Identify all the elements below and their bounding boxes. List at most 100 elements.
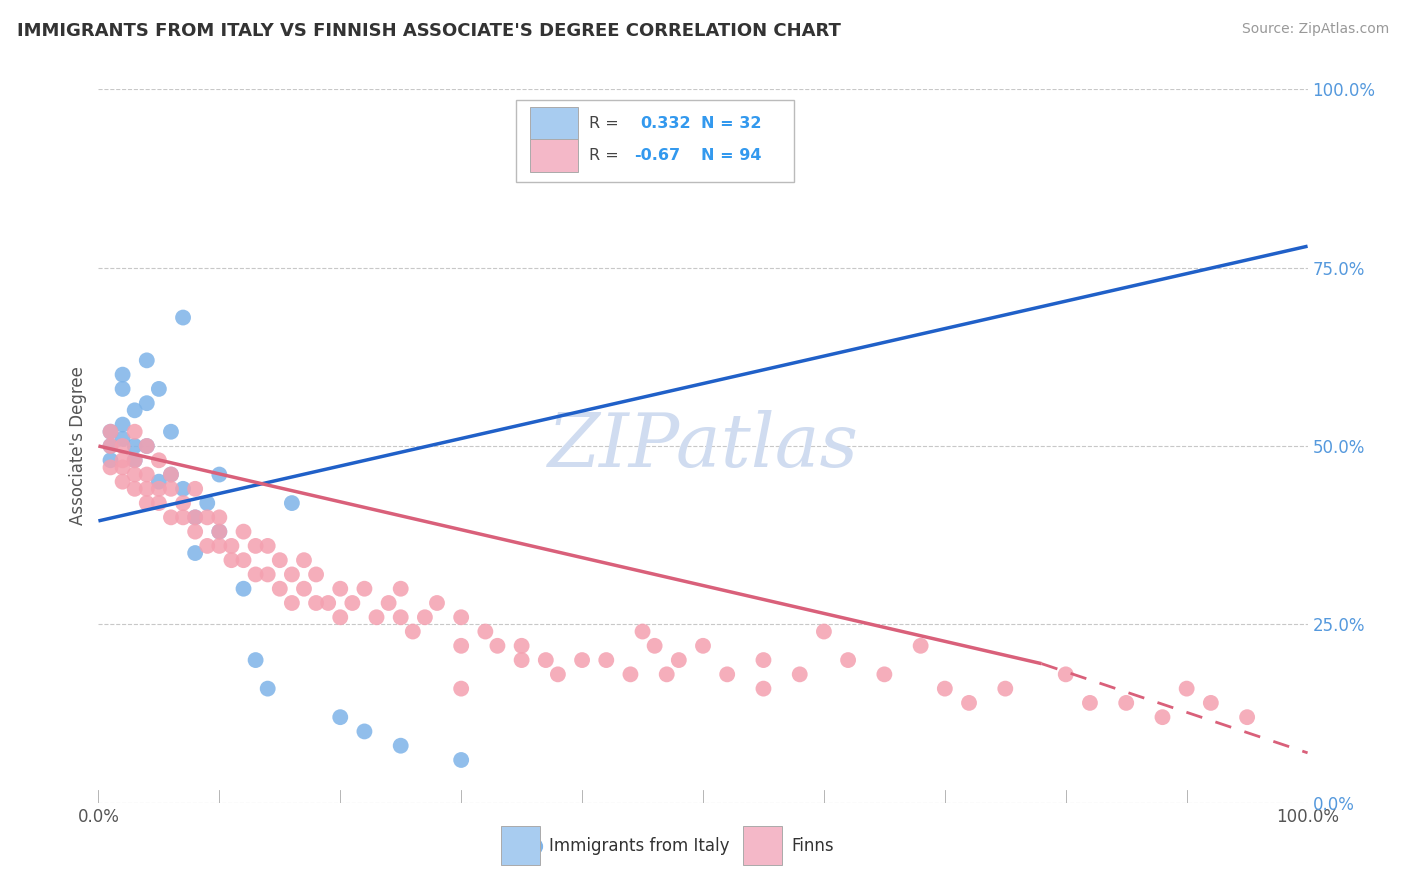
Point [256, 681, 278, 696]
Text: R =: R = [589, 116, 619, 131]
Point [208, 510, 231, 524]
Point [172, 482, 194, 496]
Point [655, 667, 678, 681]
Point [232, 553, 254, 567]
Point [135, 396, 157, 410]
Point [135, 482, 157, 496]
Point [692, 639, 714, 653]
FancyBboxPatch shape [530, 139, 578, 172]
Text: 0.332: 0.332 [640, 116, 690, 131]
Point [1054, 667, 1077, 681]
Point [111, 368, 134, 382]
Point [389, 582, 412, 596]
Point [208, 539, 231, 553]
Point [245, 539, 267, 553]
Point [160, 467, 183, 482]
Point [111, 439, 134, 453]
Point [221, 553, 243, 567]
FancyBboxPatch shape [516, 100, 793, 182]
Point [124, 453, 146, 467]
Point [1236, 710, 1258, 724]
Point [100, 425, 122, 439]
Point [208, 524, 231, 539]
Point [389, 739, 412, 753]
Point [124, 453, 146, 467]
Point [160, 482, 183, 496]
Y-axis label: Associate's Degree: Associate's Degree [69, 367, 87, 525]
Text: Immigrants from Italy: Immigrants from Italy [550, 837, 730, 855]
Point [111, 432, 134, 446]
Point [547, 667, 569, 681]
Point [135, 496, 157, 510]
Point [281, 496, 304, 510]
Point [523, 838, 546, 853]
Point [910, 639, 932, 653]
Point [111, 417, 134, 432]
Point [474, 624, 496, 639]
Point [413, 610, 436, 624]
Text: N = 94: N = 94 [700, 148, 761, 163]
Point [195, 510, 218, 524]
Point [752, 681, 775, 696]
Text: Finns: Finns [792, 837, 834, 855]
Point [124, 467, 146, 482]
Point [111, 475, 134, 489]
Point [256, 539, 278, 553]
Point [668, 653, 690, 667]
Point [148, 453, 170, 467]
Point [208, 467, 231, 482]
Point [389, 610, 412, 624]
Point [377, 596, 399, 610]
Point [100, 425, 122, 439]
Point [450, 681, 472, 696]
Point [716, 667, 738, 681]
Point [292, 582, 315, 596]
Point [124, 403, 146, 417]
Point [402, 624, 425, 639]
Point [305, 596, 328, 610]
Text: R =: R = [589, 148, 619, 163]
Point [631, 624, 654, 639]
Point [100, 453, 122, 467]
Point [305, 567, 328, 582]
Point [426, 596, 449, 610]
Point [510, 653, 533, 667]
Point [281, 567, 304, 582]
Point [644, 639, 666, 653]
Point [316, 596, 339, 610]
Point [124, 425, 146, 439]
Point [232, 582, 254, 596]
Text: N = 32: N = 32 [700, 116, 761, 131]
Point [195, 496, 218, 510]
Point [100, 460, 122, 475]
Point [957, 696, 980, 710]
FancyBboxPatch shape [742, 826, 782, 865]
Point [184, 510, 207, 524]
Point [292, 553, 315, 567]
Point [135, 439, 157, 453]
FancyBboxPatch shape [530, 107, 578, 140]
Point [281, 596, 304, 610]
Point [256, 567, 278, 582]
Point [269, 553, 291, 567]
Text: -0.67: -0.67 [634, 148, 681, 163]
Point [221, 539, 243, 553]
Point [1199, 696, 1222, 710]
Point [172, 496, 194, 510]
Point [1152, 710, 1174, 724]
Point [994, 681, 1017, 696]
Point [245, 653, 267, 667]
Text: Source: ZipAtlas.com: Source: ZipAtlas.com [1241, 22, 1389, 37]
Point [329, 582, 352, 596]
Point [100, 439, 122, 453]
Point [486, 639, 509, 653]
Text: IMMIGRANTS FROM ITALY VS FINNISH ASSOCIATE'S DEGREE CORRELATION CHART: IMMIGRANTS FROM ITALY VS FINNISH ASSOCIA… [17, 22, 841, 40]
Point [148, 475, 170, 489]
Point [934, 681, 956, 696]
Point [837, 653, 859, 667]
Point [353, 724, 375, 739]
Point [135, 467, 157, 482]
Text: ZIPatlas: ZIPatlas [547, 409, 859, 483]
Point [135, 439, 157, 453]
Point [111, 453, 134, 467]
